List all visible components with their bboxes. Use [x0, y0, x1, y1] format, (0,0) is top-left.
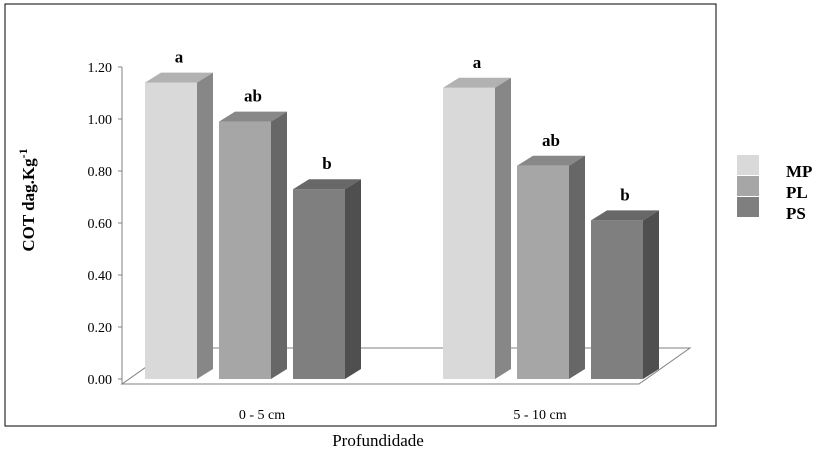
y-tick-label: 1.00 [88, 113, 113, 128]
bar [517, 155, 585, 379]
y-tick-label: 0.60 [88, 217, 113, 232]
bar-side [569, 155, 585, 379]
y-axis-title-sup: -1 [16, 148, 30, 158]
bar-front [517, 165, 569, 379]
significance-letter: ab [542, 131, 560, 150]
y-tick-label: 0.20 [88, 321, 113, 336]
bar-front [145, 82, 197, 379]
significance-letter: b [620, 185, 629, 204]
bar-top [293, 179, 361, 190]
significance-letter: b [322, 154, 331, 173]
y-tick-label: 0.40 [88, 269, 113, 284]
bar [443, 77, 511, 380]
legend-swatch [737, 155, 759, 175]
bar-top [443, 77, 511, 88]
y-tick-label: 0.80 [88, 165, 113, 180]
bar-top [517, 155, 585, 166]
significance-letter-group: a ab b a ab b [175, 48, 630, 205]
legend-label: PL [786, 183, 808, 202]
bar [219, 111, 287, 379]
bar-side [197, 72, 213, 379]
bar-front [219, 121, 271, 379]
legend-label: MP [786, 162, 812, 181]
legend: MP PL PS [737, 155, 812, 223]
x-category-label: 0 - 5 cm [239, 408, 285, 423]
bar [591, 210, 659, 379]
bar-group [145, 72, 659, 380]
x-category-group: 0 - 5 cm 5 - 10 cm [239, 408, 567, 423]
bar [293, 179, 361, 379]
y-tick-label: 0.00 [88, 373, 113, 388]
legend-swatch [737, 176, 759, 196]
y-axis-title-main: COT dag.Kg [19, 158, 38, 252]
bar-side [643, 210, 659, 379]
significance-letter: a [473, 53, 482, 72]
x-category-label: 5 - 10 cm [513, 408, 566, 423]
y-tick-label: 1.20 [88, 61, 113, 76]
bar-top [219, 111, 287, 122]
legend-swatch [737, 197, 759, 217]
bar-side [345, 179, 361, 379]
y-tick-group: 0.00 0.20 0.40 0.60 0.80 1.00 1.20 [88, 61, 122, 388]
bar-top [145, 72, 213, 83]
bar-side [271, 111, 287, 379]
bar-front [591, 220, 643, 379]
bar-front [293, 189, 345, 379]
bar-front [443, 87, 495, 380]
significance-letter: ab [244, 87, 262, 106]
bar-side [495, 77, 511, 380]
bar-top [591, 210, 659, 221]
significance-letter: a [175, 48, 184, 67]
x-axis-title: Profundidade [332, 431, 424, 450]
y-axis-title: COT dag.Kg-1 [16, 148, 38, 251]
bar [145, 72, 213, 379]
legend-label: PS [786, 204, 806, 223]
